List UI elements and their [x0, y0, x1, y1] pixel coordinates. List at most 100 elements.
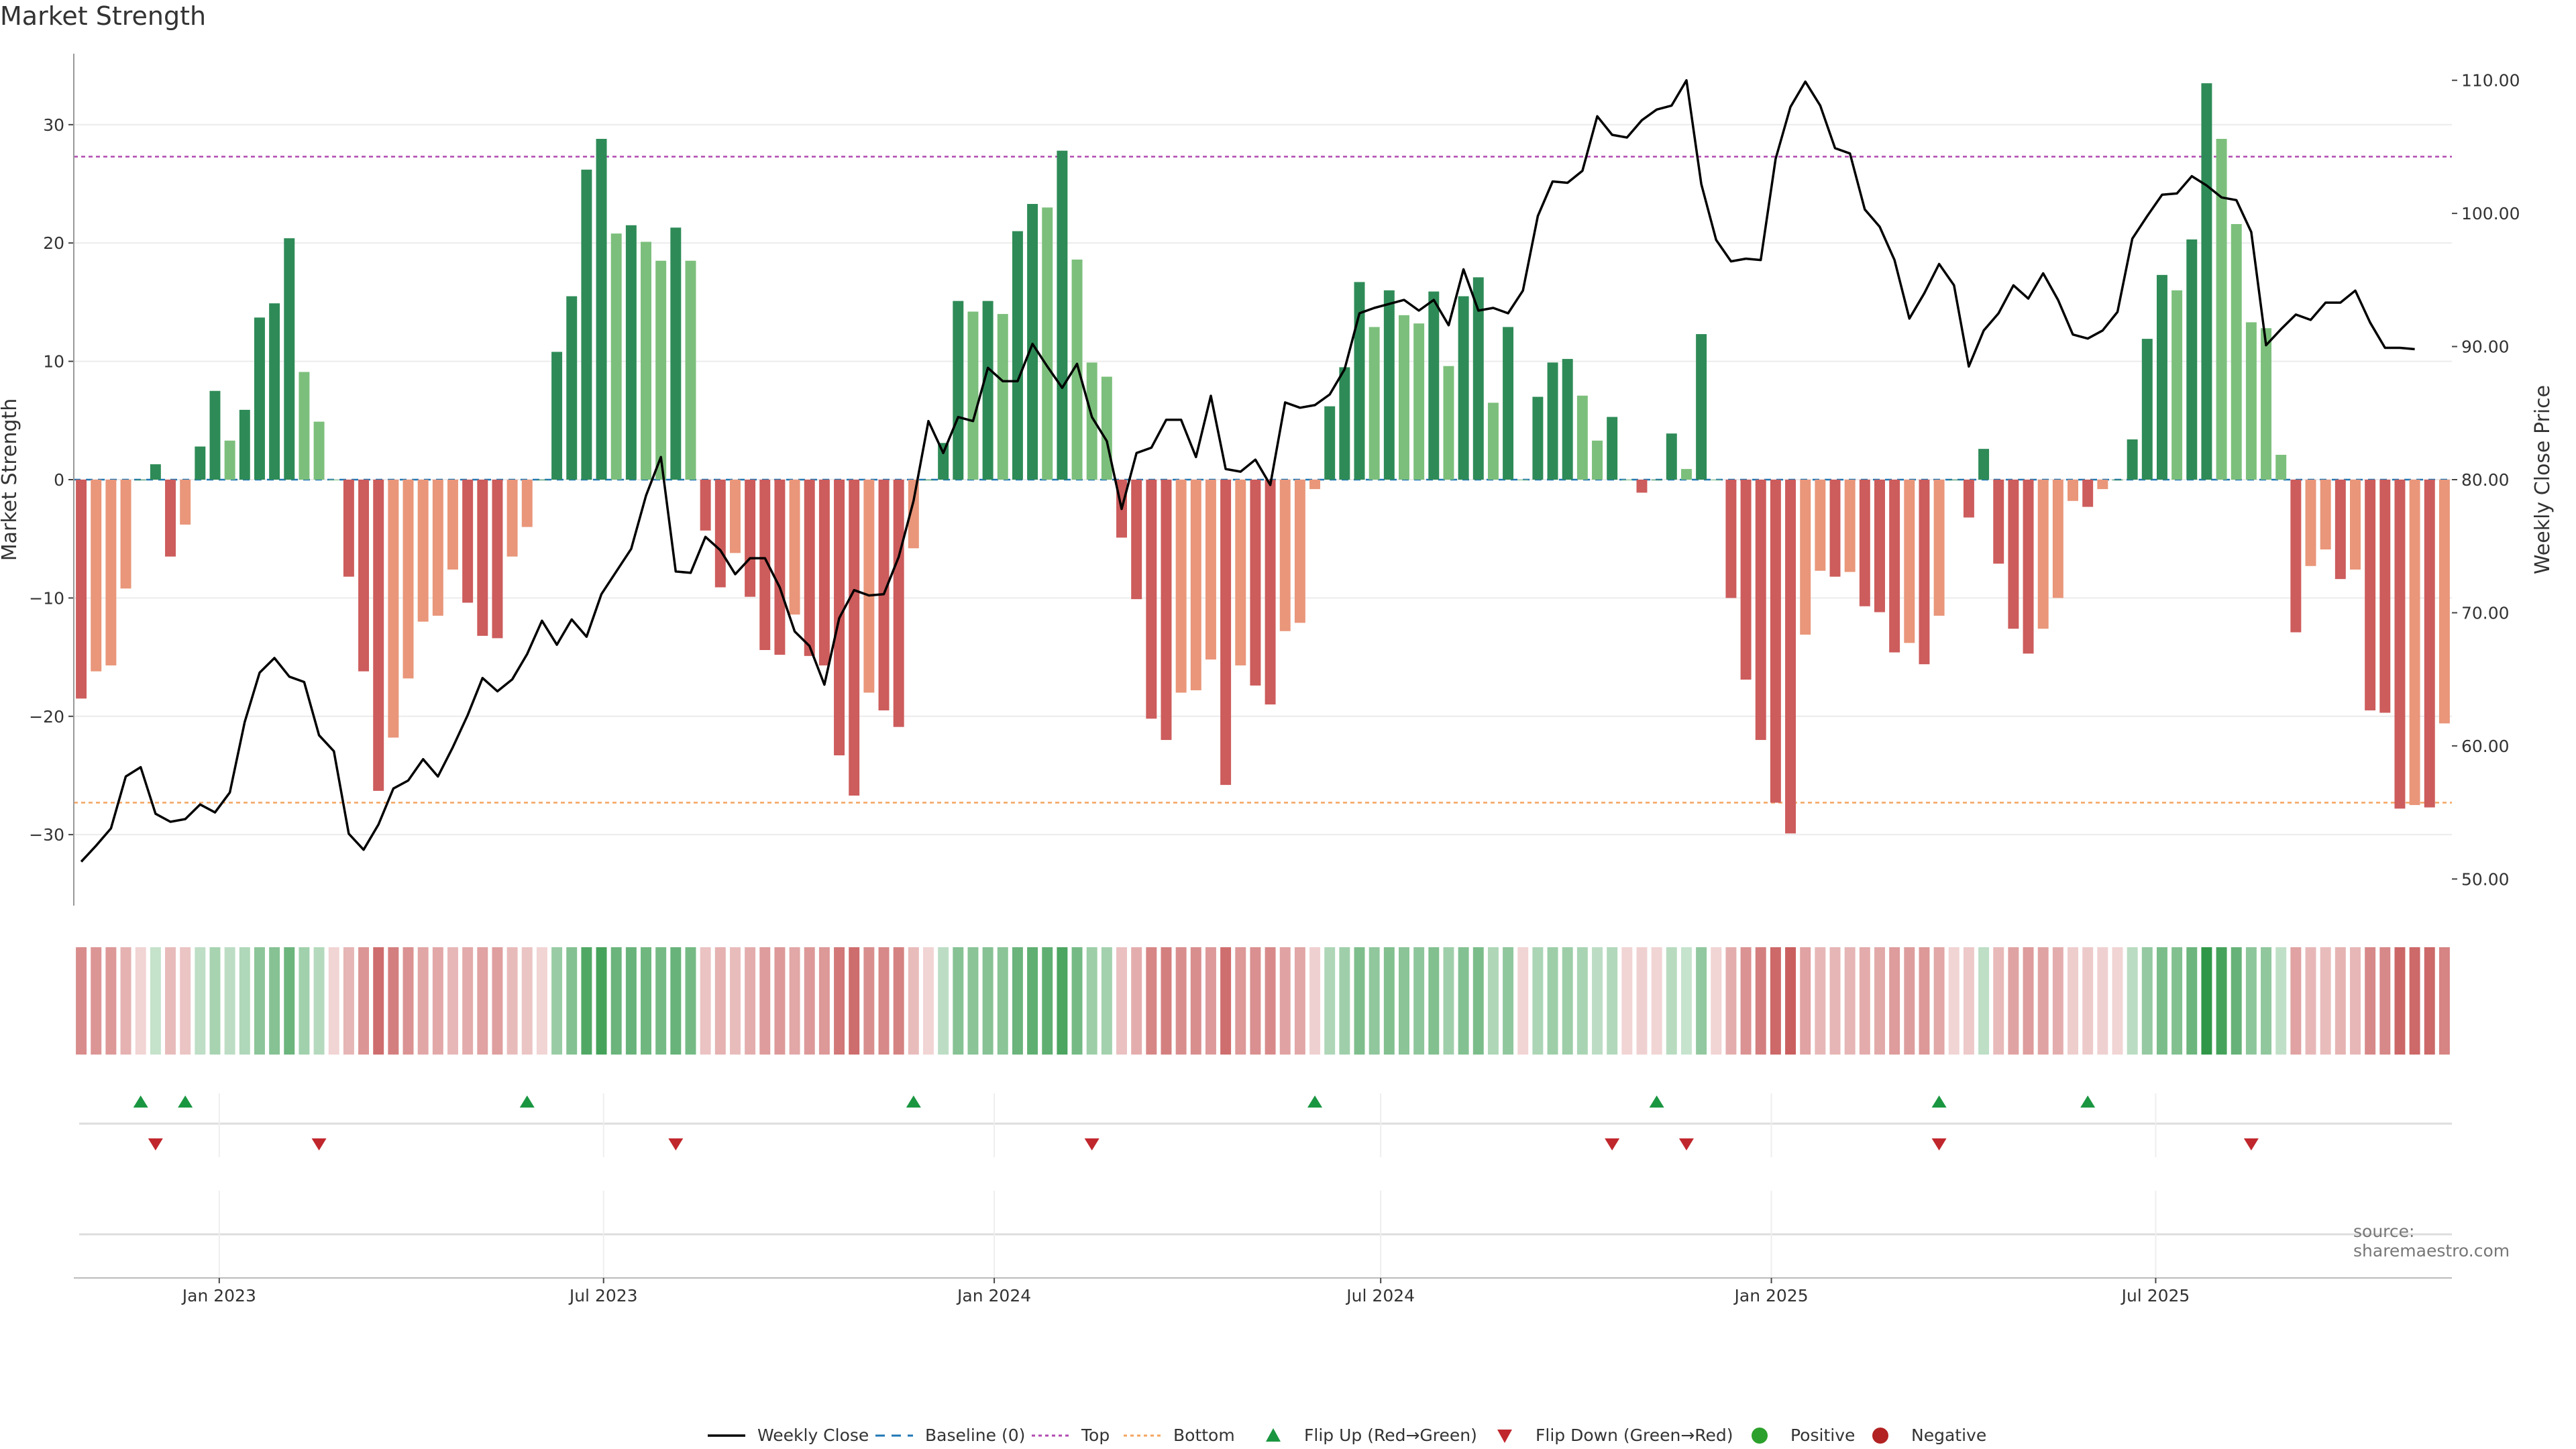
- strength-bar: [2141, 339, 2153, 480]
- heat-cell: [2290, 947, 2302, 1055]
- y-tick-label: −10: [29, 588, 64, 608]
- strength-bar: [1101, 376, 1112, 480]
- strength-bar: [953, 301, 964, 480]
- heat-cell: [670, 947, 682, 1055]
- legend-label: Weekly Close: [757, 1426, 869, 1445]
- flip-up-marker: [178, 1095, 193, 1108]
- heat-cell: [1785, 947, 1796, 1055]
- heat-cell: [1235, 947, 1246, 1055]
- heat-cell: [849, 947, 860, 1055]
- heat-cell: [1399, 947, 1409, 1055]
- strength-bar: [581, 169, 592, 480]
- legend-label: Top: [1081, 1426, 1110, 1445]
- heat-cell: [685, 947, 696, 1055]
- strength-bar: [1829, 480, 1841, 577]
- y2-axis-label: Weekly Close Price: [2531, 385, 2555, 574]
- heat-cell: [1874, 947, 1885, 1055]
- flip-up-marker: [1307, 1095, 1323, 1108]
- heat-cell: [120, 947, 131, 1055]
- heat-cell: [432, 947, 443, 1055]
- heat-cell: [358, 947, 370, 1055]
- heat-cell: [462, 947, 474, 1055]
- strength-bar: [1458, 296, 1469, 480]
- flip-up-marker: [133, 1095, 148, 1108]
- heat-cell: [1621, 947, 1633, 1055]
- heat-cell: [1800, 947, 1811, 1055]
- heat-cell: [417, 947, 429, 1055]
- strength-bar: [1800, 480, 1811, 635]
- heat-cell: [1368, 947, 1380, 1055]
- strength-bar: [700, 480, 711, 531]
- strength-bar: [1131, 480, 1142, 600]
- strength-bar: [521, 480, 533, 527]
- heat-cell: [209, 947, 221, 1055]
- strength-bar: [1785, 480, 1796, 834]
- strength-bar: [1368, 327, 1380, 480]
- flip-down-marker: [668, 1138, 684, 1150]
- legend: Weekly Close Baseline (0) Top Bottom Flip Up…: [708, 1426, 1986, 1445]
- strength-bar: [1547, 362, 1558, 480]
- flip-down-marker: [1605, 1138, 1620, 1150]
- flip-up-marker: [1649, 1095, 1664, 1108]
- strength-bar: [1220, 480, 1232, 786]
- heat-cell: [1711, 947, 1722, 1055]
- y2-tick-label: 110.00: [2461, 71, 2520, 91]
- strength-bar: [1636, 480, 1648, 493]
- heat-cell: [2127, 947, 2138, 1055]
- strength-bar: [2365, 480, 2376, 710]
- strength-bar: [388, 480, 399, 738]
- strength-bar: [105, 480, 117, 665]
- heat-cell: [2186, 947, 2198, 1055]
- heat-cell: [1057, 947, 1068, 1055]
- strength-bar: [1354, 282, 1365, 480]
- strength-bar: [2082, 480, 2094, 507]
- heat-cell: [373, 947, 384, 1055]
- heat-cell: [1532, 947, 1544, 1055]
- legend-label: Flip Down (Green→Red): [1536, 1426, 1733, 1445]
- heat-cell: [745, 947, 756, 1055]
- strength-bar: [2127, 439, 2138, 480]
- legend-label: Negative: [1911, 1426, 1986, 1445]
- strength-bar: [269, 303, 280, 480]
- strength-bar: [1383, 290, 1395, 480]
- heat-cell: [908, 947, 919, 1055]
- strength-bar: [1012, 231, 1023, 480]
- strength-bars: [76, 83, 2450, 834]
- heat-cell: [2171, 947, 2183, 1055]
- strength-bar: [2334, 480, 2346, 580]
- strength-bar: [402, 480, 414, 679]
- strength-bar: [2424, 480, 2435, 808]
- strength-bar: [195, 446, 206, 480]
- y-tick-label: 10: [43, 352, 64, 372]
- strength-bar: [2394, 480, 2406, 809]
- strength-bar: [1027, 204, 1038, 480]
- flip-up-marker: [519, 1095, 535, 1108]
- strength-bar: [1146, 480, 1157, 719]
- strength-bar: [224, 440, 235, 480]
- heat-cell: [284, 947, 295, 1055]
- heat-cell: [789, 947, 800, 1055]
- heat-cell: [729, 947, 741, 1055]
- strength-bar: [1443, 366, 1454, 480]
- strength-bar: [1161, 480, 1172, 741]
- strength-bar: [1279, 480, 1291, 631]
- strength-bar: [804, 480, 815, 656]
- heat-cell: [2201, 947, 2212, 1055]
- heat-cell: [818, 947, 830, 1055]
- y-tick-label: 30: [43, 115, 64, 135]
- heat-cell: [2231, 947, 2242, 1055]
- heat-cell: [1666, 947, 1677, 1055]
- strength-bar: [1399, 315, 1409, 480]
- flip-up-marker: [2080, 1095, 2096, 1108]
- strength-bar: [1294, 480, 1305, 623]
- heat-cell: [165, 947, 176, 1055]
- heat-cell: [982, 947, 994, 1055]
- strength-bar: [641, 241, 651, 480]
- legend-label: Flip Up (Red→Green): [1304, 1426, 1477, 1445]
- strength-bar: [1205, 480, 1216, 660]
- strength-bar: [2037, 480, 2049, 629]
- flip-up-marker: [906, 1095, 921, 1108]
- strength-bar: [343, 480, 354, 577]
- strength-bar: [1265, 480, 1276, 705]
- heat-cell: [2350, 947, 2361, 1055]
